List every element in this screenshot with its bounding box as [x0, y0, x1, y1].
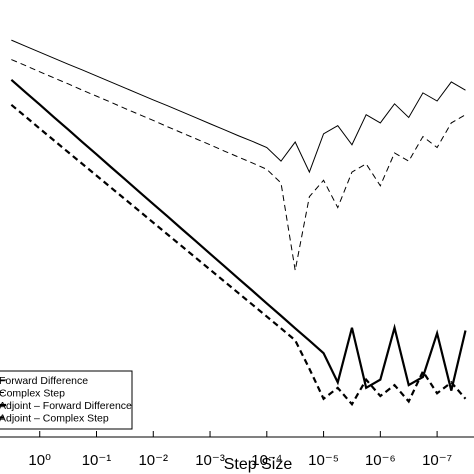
series-line [10, 103, 467, 407]
x-tick-label: 10⁻³ [195, 452, 225, 469]
legend-label: Complex Step [0, 388, 65, 400]
legend-box [0, 370, 133, 430]
x-tick-label: 10⁻⁷ [422, 452, 452, 469]
legend-label: Forward Difference [0, 375, 88, 387]
x-tick-label: 10⁻⁵ [308, 452, 339, 469]
legend-label: Adjoint – Complex Step [0, 413, 109, 425]
legend-label: Adjoint – Forward Difference [0, 400, 132, 412]
x-tick-label: 10⁻¹ [82, 452, 112, 469]
x-axis-label: Step Size [224, 456, 293, 473]
x-tick-label: 10⁻⁴ [251, 452, 282, 469]
x-tick-label: 10⁻² [138, 452, 168, 469]
series-line [11, 59, 466, 271]
plot-frame [0, 436, 474, 438]
x-tick-label: 10⁻⁶ [365, 452, 396, 469]
x-tick-label: 10⁰ [28, 452, 51, 469]
series-line [11, 39, 466, 174]
series-line [10, 78, 467, 391]
